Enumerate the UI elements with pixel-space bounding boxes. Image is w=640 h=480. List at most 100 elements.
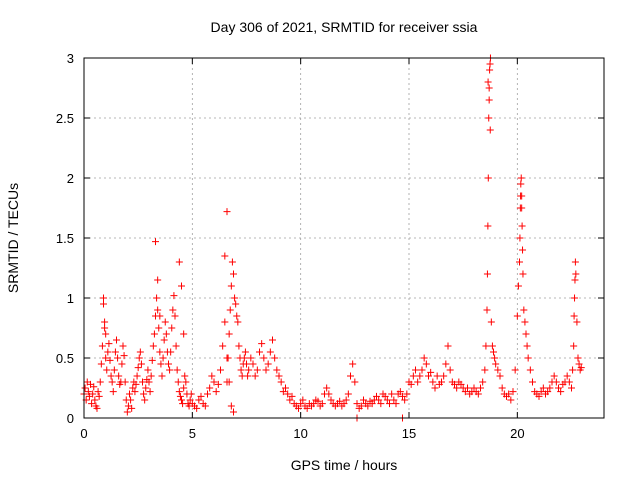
data-point bbox=[223, 208, 231, 216]
data-point bbox=[235, 342, 243, 350]
data-point bbox=[552, 378, 560, 386]
data-point bbox=[516, 258, 523, 266]
data-point bbox=[227, 402, 235, 410]
data-point bbox=[485, 96, 493, 104]
data-point bbox=[121, 378, 129, 386]
data-point bbox=[425, 372, 432, 380]
data-point bbox=[182, 378, 190, 386]
data-point bbox=[401, 396, 409, 404]
data-points bbox=[80, 54, 585, 422]
data-point bbox=[571, 294, 579, 302]
data-point bbox=[403, 390, 411, 398]
data-point bbox=[110, 366, 118, 374]
y-tick-label: 1 bbox=[67, 291, 74, 306]
data-point bbox=[155, 324, 163, 332]
data-point bbox=[375, 396, 383, 404]
data-point bbox=[156, 348, 164, 356]
data-point bbox=[269, 336, 276, 344]
data-point bbox=[507, 396, 515, 404]
data-point bbox=[526, 366, 534, 374]
data-point bbox=[555, 384, 562, 392]
data-point bbox=[390, 396, 398, 404]
data-point bbox=[241, 348, 249, 356]
data-point bbox=[181, 372, 189, 380]
data-point bbox=[486, 60, 494, 68]
data-point bbox=[147, 372, 155, 380]
data-point bbox=[399, 392, 406, 400]
data-point bbox=[295, 404, 302, 412]
x-tick-label: 0 bbox=[80, 426, 87, 441]
data-point bbox=[119, 342, 127, 350]
data-point bbox=[231, 294, 239, 302]
data-point bbox=[154, 306, 162, 314]
data-point bbox=[485, 84, 493, 92]
data-point bbox=[111, 348, 119, 356]
data-point bbox=[141, 396, 149, 404]
data-point bbox=[351, 378, 359, 386]
data-point bbox=[392, 400, 400, 408]
data-point bbox=[170, 292, 178, 300]
data-point bbox=[264, 360, 272, 368]
data-point bbox=[496, 372, 504, 380]
data-point bbox=[521, 318, 529, 326]
data-point bbox=[223, 378, 231, 386]
data-point bbox=[186, 396, 194, 404]
data-point bbox=[457, 380, 465, 388]
data-point bbox=[161, 318, 169, 326]
data-point bbox=[162, 330, 170, 338]
data-point bbox=[357, 402, 365, 410]
data-point bbox=[271, 354, 279, 362]
data-point bbox=[461, 388, 469, 396]
data-point bbox=[100, 300, 107, 308]
data-point bbox=[258, 340, 266, 348]
data-point bbox=[568, 384, 575, 392]
data-point bbox=[219, 342, 227, 350]
data-point bbox=[451, 380, 458, 388]
data-point bbox=[509, 388, 517, 396]
data-point bbox=[210, 378, 218, 386]
data-point bbox=[557, 388, 565, 396]
data-point bbox=[109, 388, 117, 396]
data-point bbox=[429, 378, 437, 386]
data-point bbox=[140, 390, 148, 398]
data-point bbox=[349, 360, 357, 368]
data-point bbox=[336, 397, 344, 405]
data-point bbox=[484, 78, 492, 86]
data-point bbox=[204, 390, 211, 398]
data-point bbox=[446, 366, 454, 374]
data-point bbox=[96, 378, 104, 386]
data-point bbox=[303, 404, 311, 412]
data-point bbox=[144, 366, 152, 374]
data-point bbox=[266, 348, 274, 356]
data-point bbox=[279, 388, 287, 396]
data-point bbox=[251, 372, 259, 380]
data-point bbox=[247, 354, 255, 362]
data-point bbox=[505, 390, 513, 398]
data-point bbox=[152, 238, 159, 246]
data-point bbox=[158, 372, 166, 380]
data-point bbox=[217, 366, 224, 374]
y-tick-label: 3 bbox=[67, 51, 74, 66]
data-point bbox=[168, 324, 176, 332]
data-point bbox=[483, 306, 491, 314]
data-point bbox=[232, 300, 240, 308]
data-point bbox=[523, 342, 531, 350]
data-point bbox=[136, 348, 144, 356]
data-point bbox=[107, 372, 115, 380]
data-point bbox=[383, 396, 391, 404]
data-point bbox=[412, 366, 419, 374]
data-point bbox=[517, 192, 525, 200]
data-point bbox=[433, 372, 441, 380]
data-point bbox=[230, 408, 237, 416]
data-point bbox=[175, 258, 183, 266]
x-tick-label: 15 bbox=[402, 426, 416, 441]
data-point bbox=[171, 312, 179, 320]
data-point bbox=[464, 384, 471, 392]
data-point bbox=[212, 388, 220, 396]
data-point bbox=[368, 400, 376, 408]
data-point bbox=[129, 384, 137, 392]
data-point bbox=[407, 380, 415, 388]
data-point bbox=[154, 276, 162, 284]
data-point bbox=[535, 392, 543, 400]
